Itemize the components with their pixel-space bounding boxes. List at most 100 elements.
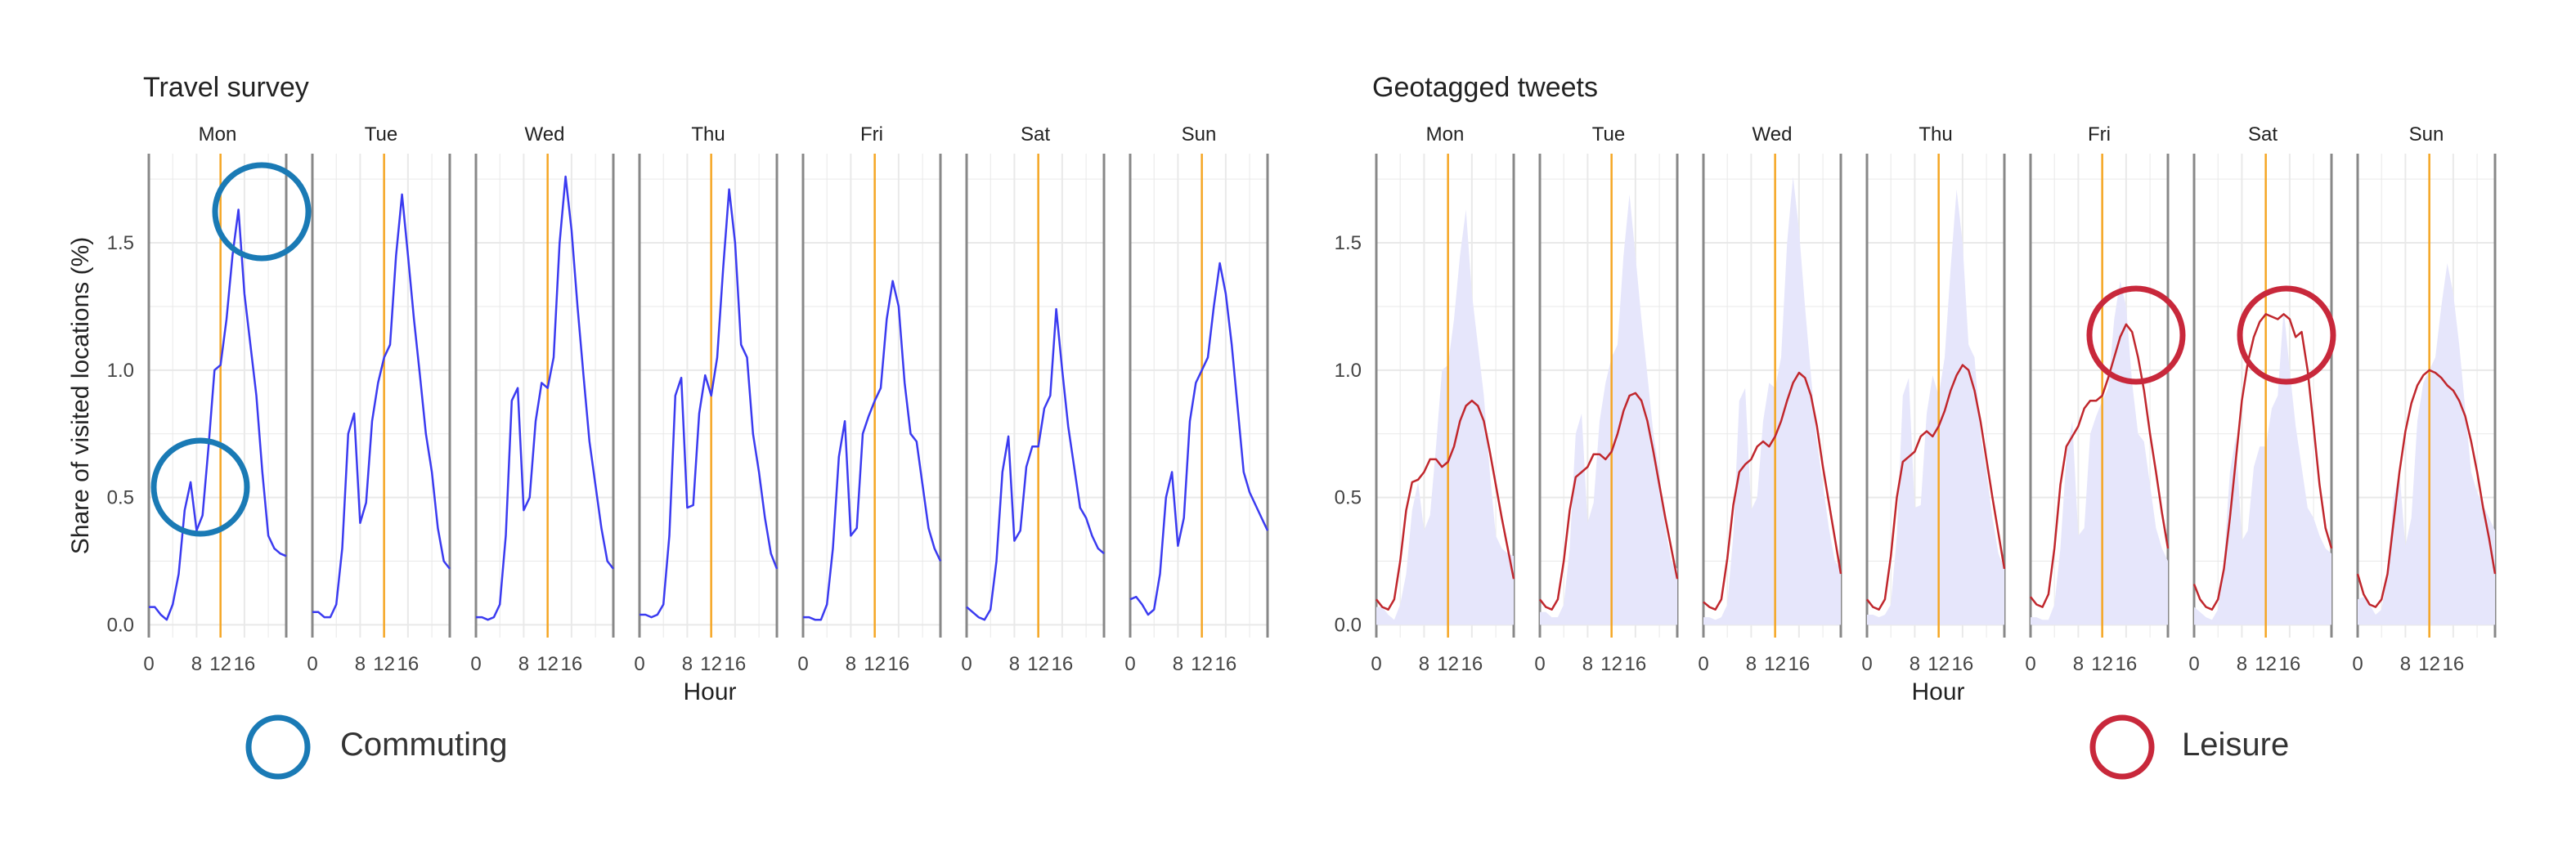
- x-tick-label: 16: [234, 653, 256, 675]
- facet-label: Fri: [2088, 123, 2111, 145]
- survey-shaded-area: [1540, 194, 1677, 625]
- facet-label: Sat: [1021, 123, 1050, 145]
- commuting-legend-label: Commuting: [340, 727, 508, 763]
- series-line-sat: [2192, 313, 2333, 611]
- x-tick-label: 16: [1625, 653, 1647, 675]
- series-line-mon: [1376, 399, 1515, 611]
- x-tick-label: 12: [209, 653, 231, 675]
- facet-label: Tue: [365, 123, 397, 145]
- facet-panel-tue: Tue 0 8 12 16: [1534, 123, 1679, 675]
- chart-title: Travel survey: [143, 72, 309, 103]
- x-tick-label: 16: [561, 653, 583, 675]
- survey-shaded-area: [1703, 177, 1841, 625]
- series-line-sat: [966, 307, 1105, 621]
- x-tick-label: 16: [1952, 653, 1974, 675]
- x-tick-label: 16: [397, 653, 420, 675]
- x-tick-label: 0: [1698, 653, 1708, 675]
- x-tick-label: 0: [634, 653, 644, 675]
- facet-panel-wed: Wed 0 8 12 16: [1698, 123, 1842, 675]
- x-tick-label: 12: [2091, 653, 2113, 675]
- survey-shaded-area: [1867, 189, 2004, 625]
- facet-label: Thu: [1919, 123, 1952, 145]
- commuting-highlight-evening: [212, 162, 312, 262]
- facet-label: Sun: [2409, 123, 2444, 145]
- y-tick-label: 1.0: [1335, 360, 1362, 382]
- x-tick-label: 16: [1052, 653, 1074, 675]
- facet-label: Mon: [1426, 123, 1465, 145]
- chart-title: Geotagged tweets: [1372, 72, 1598, 103]
- x-tick-label: 12: [700, 653, 722, 675]
- survey-shaded-area: [2358, 263, 2495, 625]
- x-tick-label: 8: [1910, 653, 1920, 675]
- x-tick-label: 0: [143, 653, 154, 675]
- facet-label: Sat: [2248, 123, 2278, 145]
- x-tick-label: 0: [797, 653, 808, 675]
- commuting-legend: Commuting: [245, 714, 508, 780]
- y-axis-label: Share of visited locations (%): [67, 237, 94, 555]
- x-tick-label: 16: [2279, 653, 2301, 675]
- x-tick-label: 16: [1461, 653, 1483, 675]
- x-tick-label: 8: [1746, 653, 1757, 675]
- x-tick-label: 12: [2418, 653, 2440, 675]
- x-tick-label: 12: [864, 653, 886, 675]
- y-tick-label: 0.0: [1335, 614, 1362, 636]
- x-axis-label: Hour: [683, 678, 736, 705]
- x-tick-label: 0: [2025, 653, 2035, 675]
- x-tick-label: 12: [1027, 653, 1049, 675]
- x-tick-label: 8: [2073, 653, 2084, 675]
- y-tick-label: 1.0: [107, 360, 134, 382]
- series-line-sun: [2356, 369, 2497, 608]
- x-tick-label: 16: [888, 653, 910, 675]
- series-line-tue: [1539, 392, 1679, 611]
- facet-panel-thu: Thu 0 8 12 16: [634, 123, 779, 675]
- facet-label: Thu: [691, 123, 725, 145]
- x-tick-label: 8: [518, 653, 529, 675]
- series-line-thu: [640, 188, 779, 619]
- series-line-thu: [1866, 364, 2006, 611]
- leisure-highlight-friday: [2086, 285, 2186, 385]
- facet-label: Mon: [199, 123, 237, 145]
- y-tick-label: 0.5: [107, 487, 134, 509]
- facet-panel-sun: Sun 0 8 12 16: [1124, 123, 1269, 675]
- x-tick-label: 16: [2116, 653, 2138, 675]
- x-tick-label: 8: [191, 653, 202, 675]
- series-line-sun: [1129, 262, 1269, 616]
- facet-panel-tue: Tue 0 8 12 16: [307, 123, 451, 675]
- x-tick-label: 8: [355, 653, 366, 675]
- leisure-legend: Leisure: [2089, 714, 2289, 780]
- facet-panel-fri: Fri 0 8 12 16: [2025, 123, 2170, 675]
- x-tick-label: 8: [2237, 653, 2247, 675]
- x-tick-label: 12: [2255, 653, 2277, 675]
- x-tick-label: 8: [1009, 653, 1020, 675]
- x-tick-label: 0: [307, 653, 317, 675]
- x-tick-label: 16: [1215, 653, 1237, 675]
- series-line-mon: [149, 208, 287, 621]
- x-tick-label: 8: [1419, 653, 1429, 675]
- x-tick-label: 0: [470, 653, 481, 675]
- x-tick-label: 0: [2188, 653, 2199, 675]
- x-tick-label: 8: [1173, 653, 1183, 675]
- leisure-highlight-saturday: [2237, 285, 2336, 385]
- y-tick-label: 1.5: [1335, 232, 1362, 254]
- facet-panel-mon: Mon 0 8 12 16: [143, 123, 288, 675]
- x-tick-label: 8: [2400, 653, 2411, 675]
- survey-shaded-area: [2194, 309, 2331, 625]
- facet-label: Wed: [525, 123, 565, 145]
- facet-label: Tue: [1592, 123, 1625, 145]
- leisure-legend-label: Leisure: [2182, 727, 2289, 763]
- series-line-fri: [803, 280, 942, 621]
- x-tick-label: 0: [2352, 653, 2363, 675]
- facet-panel-wed: Wed 0 8 12 16: [470, 123, 615, 675]
- survey-shaded-area: [2031, 280, 2168, 625]
- x-tick-label: 8: [846, 653, 856, 675]
- x-tick-label: 0: [961, 653, 972, 675]
- x-tick-label: 0: [1371, 653, 1381, 675]
- x-tick-label: 16: [725, 653, 747, 675]
- travel-survey-chart: Travel survey 0.0 0.5 1.0 1.5 Share of visite…: [67, 72, 1269, 705]
- x-tick-label: 0: [1534, 653, 1545, 675]
- commuting-highlight-morning: [150, 437, 250, 537]
- facet-panel-thu: Thu 0 8 12 16: [1861, 123, 2006, 675]
- x-tick-label: 8: [682, 653, 693, 675]
